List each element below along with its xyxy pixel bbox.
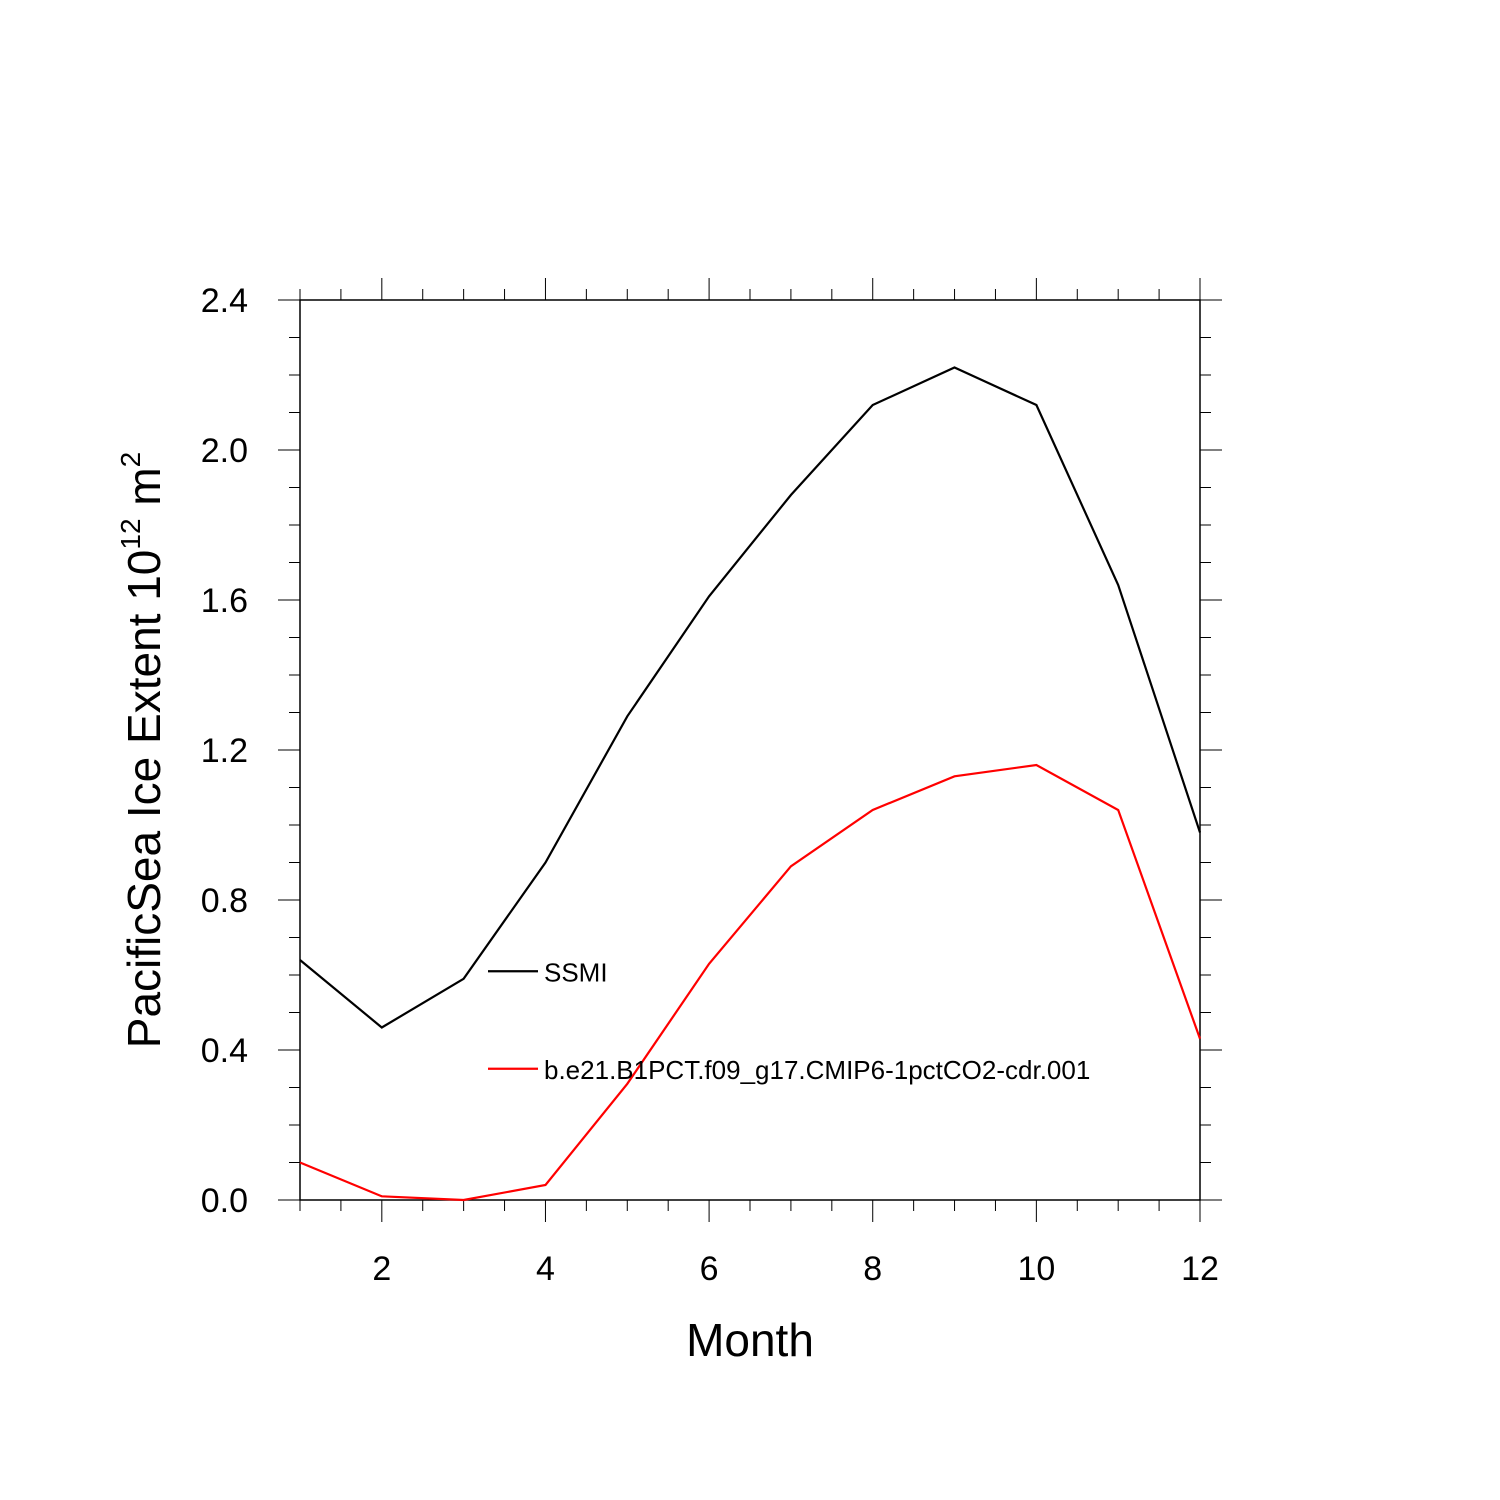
legend: SSMI b.e21.B1PCT.f09_g17.CMIP6-1pctCO2-cd… <box>488 957 1090 1085</box>
tick-labels: 2 4 6 8 10 12 0.0 0.4 0.8 1.2 1.6 2.0 2.4 <box>201 282 1219 1288</box>
y-axis-title: PacificSea Ice Extent 1012 m2 <box>115 452 170 1048</box>
y-axis-title-exp2: 2 <box>115 452 146 468</box>
series-line-1 <box>299 366 1202 1029</box>
y-axis-title-unit: m <box>118 467 170 518</box>
series-line-2 <box>299 763 1202 1202</box>
x-tick-label: 10 <box>1017 1250 1055 1288</box>
x-tick-label: 4 <box>536 1250 555 1288</box>
plot-frame <box>299 299 1201 1201</box>
legend-label: b.e21.B1PCT.f09_g17.CMIP6-1pctCO2-cdr.00… <box>544 1055 1090 1085</box>
y-tick-label: 0.0 <box>201 1182 248 1220</box>
legend-label: SSMI <box>544 957 608 987</box>
y-tick-label: 1.2 <box>201 732 248 770</box>
y-axis-title-exp1: 12 <box>115 518 146 549</box>
y-tick-label: 2.4 <box>201 282 248 320</box>
y-tick-label: 1.6 <box>201 582 248 620</box>
x-axis-title: Month <box>686 1314 814 1366</box>
series-layer <box>299 366 1202 1202</box>
x-tick-label: 8 <box>863 1250 882 1288</box>
x-tick-label: 6 <box>700 1250 719 1288</box>
y-tick-label: 0.4 <box>201 1032 248 1070</box>
y-tick-label: 2.0 <box>201 432 248 470</box>
y-axis-title-main: PacificSea Ice Extent 10 <box>118 550 170 1049</box>
x-tick-label: 2 <box>372 1250 391 1288</box>
x-tick-label: 12 <box>1181 1250 1219 1288</box>
y-tick-label: 0.8 <box>201 882 248 920</box>
tick-marks <box>278 278 1222 1222</box>
